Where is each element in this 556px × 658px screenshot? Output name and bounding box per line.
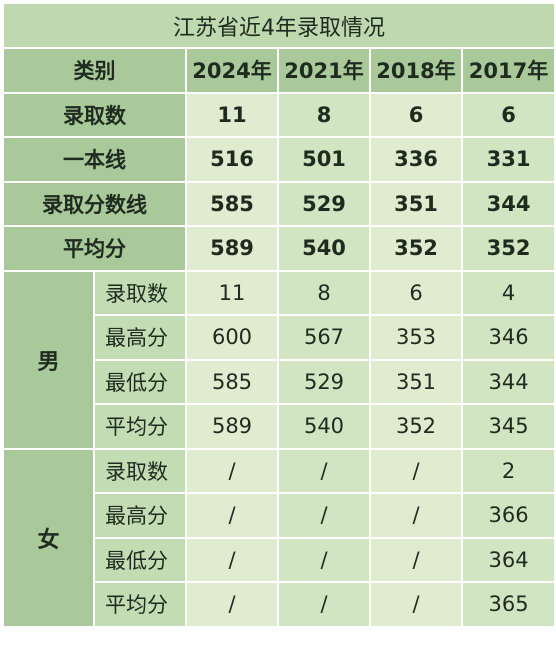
table-cell: 8 xyxy=(277,269,371,316)
table-cell: 11 xyxy=(185,91,279,138)
table-cell: 336 xyxy=(369,136,463,183)
table-cell: 351 xyxy=(369,358,463,405)
table-row: 女 录取数 / / / 2 xyxy=(2,447,556,628)
row-label: 平均分 xyxy=(2,225,187,272)
table-cell: 540 xyxy=(277,225,371,272)
table-cell: 331 xyxy=(460,136,556,183)
table-cell: 365 xyxy=(460,581,556,628)
row-label: 录取分数线 xyxy=(2,180,187,227)
row-label: 最低分 xyxy=(93,358,187,405)
row-label: 录取数 xyxy=(93,269,187,316)
admission-table-container: 江苏省近4年录取情况 类别 2024年 2021年 2018年 2017年 录取… xyxy=(1,2,556,628)
table-cell: 344 xyxy=(460,180,556,227)
group-label-male: 男 xyxy=(2,269,95,450)
table-cell: 600 xyxy=(185,314,279,361)
table-cell: 344 xyxy=(460,358,556,405)
row-label: 一本线 xyxy=(2,136,187,183)
table-cell: 589 xyxy=(185,225,279,272)
table-cell: 346 xyxy=(460,314,556,361)
table-cell: 353 xyxy=(369,314,463,361)
table-cell: 345 xyxy=(460,403,556,450)
table-row: 最高分 / / / 366 xyxy=(3,492,556,539)
row-label: 录取数 xyxy=(2,91,187,138)
table-cell: 529 xyxy=(277,358,371,405)
table-cell: / xyxy=(369,536,463,583)
header-year: 2024年 xyxy=(185,47,279,94)
table-row: 录取数 11 8 6 6 xyxy=(2,91,556,138)
row-label: 录取数 xyxy=(93,447,187,494)
table-cell: / xyxy=(277,492,371,539)
table-cell: 364 xyxy=(460,536,556,583)
table-cell: 567 xyxy=(277,314,371,361)
table-row: 平均分 589 540 352 352 xyxy=(2,225,556,272)
table-cell: / xyxy=(277,536,371,583)
table-cell: / xyxy=(369,447,463,494)
header-year: 2021年 xyxy=(277,47,371,94)
table-cell: 6 xyxy=(369,269,463,316)
table-row: 录取分数线 585 529 351 344 xyxy=(2,180,556,227)
header-year: 2018年 xyxy=(369,47,463,94)
table-cell: 585 xyxy=(185,358,279,405)
table-cell: 585 xyxy=(185,180,279,227)
table-cell: 4 xyxy=(460,269,556,316)
table-cell: / xyxy=(277,447,371,494)
table-cell: 529 xyxy=(277,180,371,227)
table-cell: 6 xyxy=(369,91,463,138)
table-cell: / xyxy=(185,536,279,583)
table-row: 最低分 / / / 364 xyxy=(3,536,556,583)
table-cell: 540 xyxy=(277,403,371,450)
table-cell: / xyxy=(277,581,371,628)
table-row: 最高分 600 567 353 346 xyxy=(3,314,556,361)
table-cell: 516 xyxy=(185,136,279,183)
table-cell: 589 xyxy=(185,403,279,450)
table-cell: 6 xyxy=(460,91,556,138)
table-cell: / xyxy=(185,581,279,628)
table-cell: / xyxy=(369,492,463,539)
row-label: 最高分 xyxy=(93,314,187,361)
table-cell: 352 xyxy=(369,403,463,450)
table-cell: 352 xyxy=(460,225,556,272)
table-cell: 501 xyxy=(277,136,371,183)
table-cell: 351 xyxy=(369,180,463,227)
table-cell: 2 xyxy=(460,447,556,494)
table-cell: 352 xyxy=(369,225,463,272)
row-label: 最高分 xyxy=(93,492,187,539)
table-row: 平均分 589 540 352 345 xyxy=(3,403,556,450)
table-row: 一本线 516 501 336 331 xyxy=(2,136,556,183)
row-label: 平均分 xyxy=(93,403,187,450)
table-row: 最低分 585 529 351 344 xyxy=(3,358,556,405)
group-label-female: 女 xyxy=(2,447,95,628)
header-category: 类别 xyxy=(2,47,187,94)
table-cell: 366 xyxy=(460,492,556,539)
table-row: 平均分 / / / 365 xyxy=(3,581,556,628)
admission-table: 江苏省近4年录取情况 类别 2024年 2021年 2018年 2017年 录取… xyxy=(1,2,556,628)
table-cell: / xyxy=(185,447,279,494)
table-title: 江苏省近4年录取情况 xyxy=(1,2,556,49)
table-row: 男 录取数 11 8 6 4 xyxy=(2,269,556,450)
table-cell: 8 xyxy=(277,91,371,138)
table-cell: / xyxy=(369,581,463,628)
row-label: 最低分 xyxy=(93,536,187,583)
table-cell: / xyxy=(185,492,279,539)
table-cell: 11 xyxy=(185,269,279,316)
header-year: 2017年 xyxy=(460,47,556,94)
row-label: 平均分 xyxy=(93,581,187,628)
